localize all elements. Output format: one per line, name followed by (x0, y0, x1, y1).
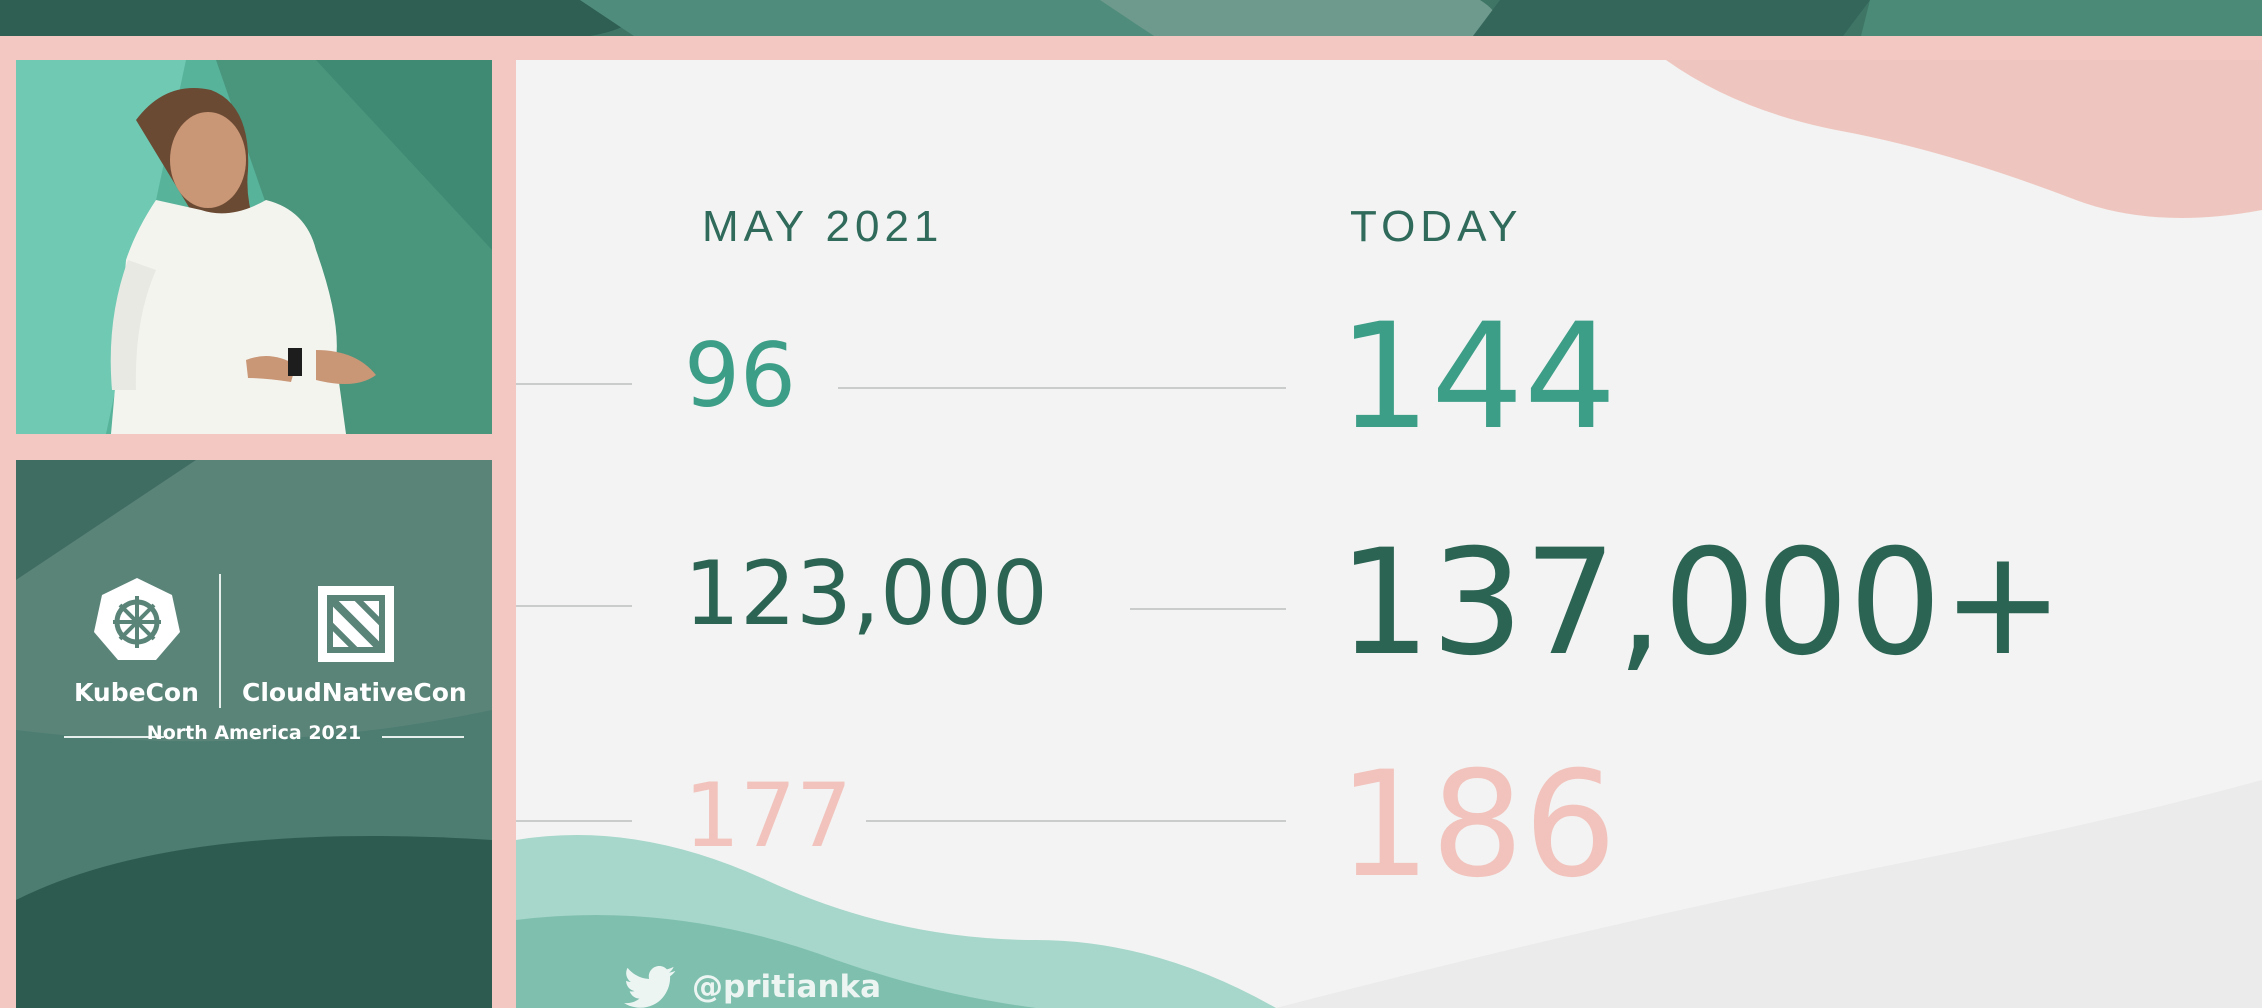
cloudnativecon-logo-icon (318, 586, 394, 662)
twitter-handle-text: @pritianka (692, 969, 882, 1005)
presentation-slide: MAY 2021 TODAY 96 144 123,000 137,000+ 1… (516, 60, 2262, 1008)
row-3-connector (866, 820, 1286, 822)
speaker-image (16, 60, 492, 434)
cloudnativecon-label: CloudNativeCon (242, 678, 467, 707)
kubecon-label: KubeCon (74, 678, 199, 707)
logo-divider (219, 574, 221, 708)
row-1-may-value: 96 (684, 324, 796, 427)
row-1-today-value: 144 (1338, 292, 1617, 462)
row-2-today-value: 137,000+ (1338, 518, 2065, 688)
event-edition-label: North America 2021 (146, 722, 362, 744)
row-3-leader-left (516, 820, 632, 822)
twitter-handle: @pritianka (624, 966, 881, 1008)
speaker-video (16, 60, 492, 434)
event-branding-panel: KubeCon CloudNativeCon North America 202… (16, 460, 492, 1008)
row-2-may-value: 123,000 (684, 542, 1048, 645)
row-1-leader-left (516, 383, 632, 385)
row-1-connector (838, 387, 1286, 389)
row-3-today-value: 186 (1338, 740, 1617, 910)
column-heading-today: TODAY (1350, 202, 1523, 251)
branding-background (16, 460, 492, 1008)
edition-rule-right (382, 736, 464, 738)
column-heading-may-2021: MAY 2021 (702, 202, 944, 251)
edition-rule-left (64, 736, 164, 738)
row-2-connector (1130, 608, 1286, 610)
row-2-leader-left (516, 605, 632, 607)
kubecon-logo-icon (94, 578, 180, 660)
twitter-bird-icon (624, 966, 676, 1008)
row-3-may-value: 177 (684, 764, 852, 867)
top-decorative-band (0, 0, 2262, 40)
slide-background (516, 60, 2262, 1008)
